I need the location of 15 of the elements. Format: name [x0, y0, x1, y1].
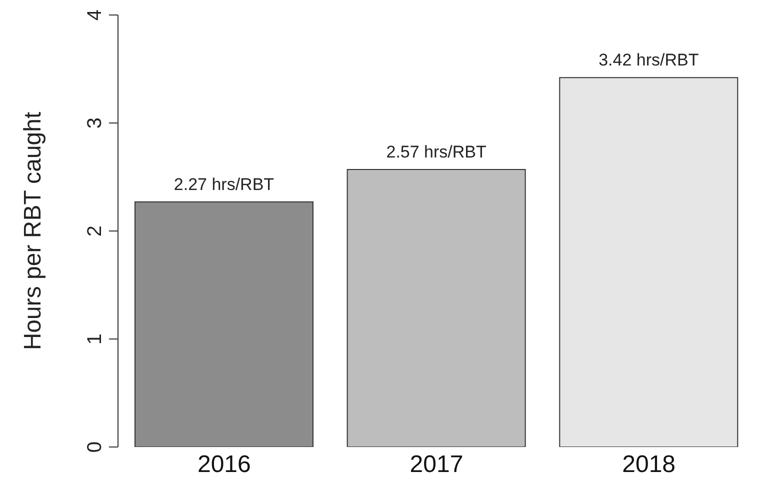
bar [559, 77, 738, 447]
x-tick-label: 2018 [622, 451, 676, 478]
data-label: 2.27 hrs/RBT [174, 174, 274, 194]
x-tick-label: 2017 [410, 451, 464, 478]
data-label: 2.57 hrs/RBT [386, 142, 486, 162]
data-label: 3.42 hrs/RBT [598, 50, 699, 70]
x-tick-label: 2016 [197, 451, 251, 478]
bar [346, 168, 526, 447]
y-tick-label: 4 [84, 9, 106, 21]
y-tick-label: 0 [84, 441, 106, 453]
bar [134, 201, 314, 447]
y-tick-label: 3 [84, 117, 106, 129]
y-tick-label: 1 [84, 333, 106, 345]
y-tick-label: 2 [84, 225, 106, 237]
y-axis-title: Hours per RBT caught [20, 112, 47, 350]
